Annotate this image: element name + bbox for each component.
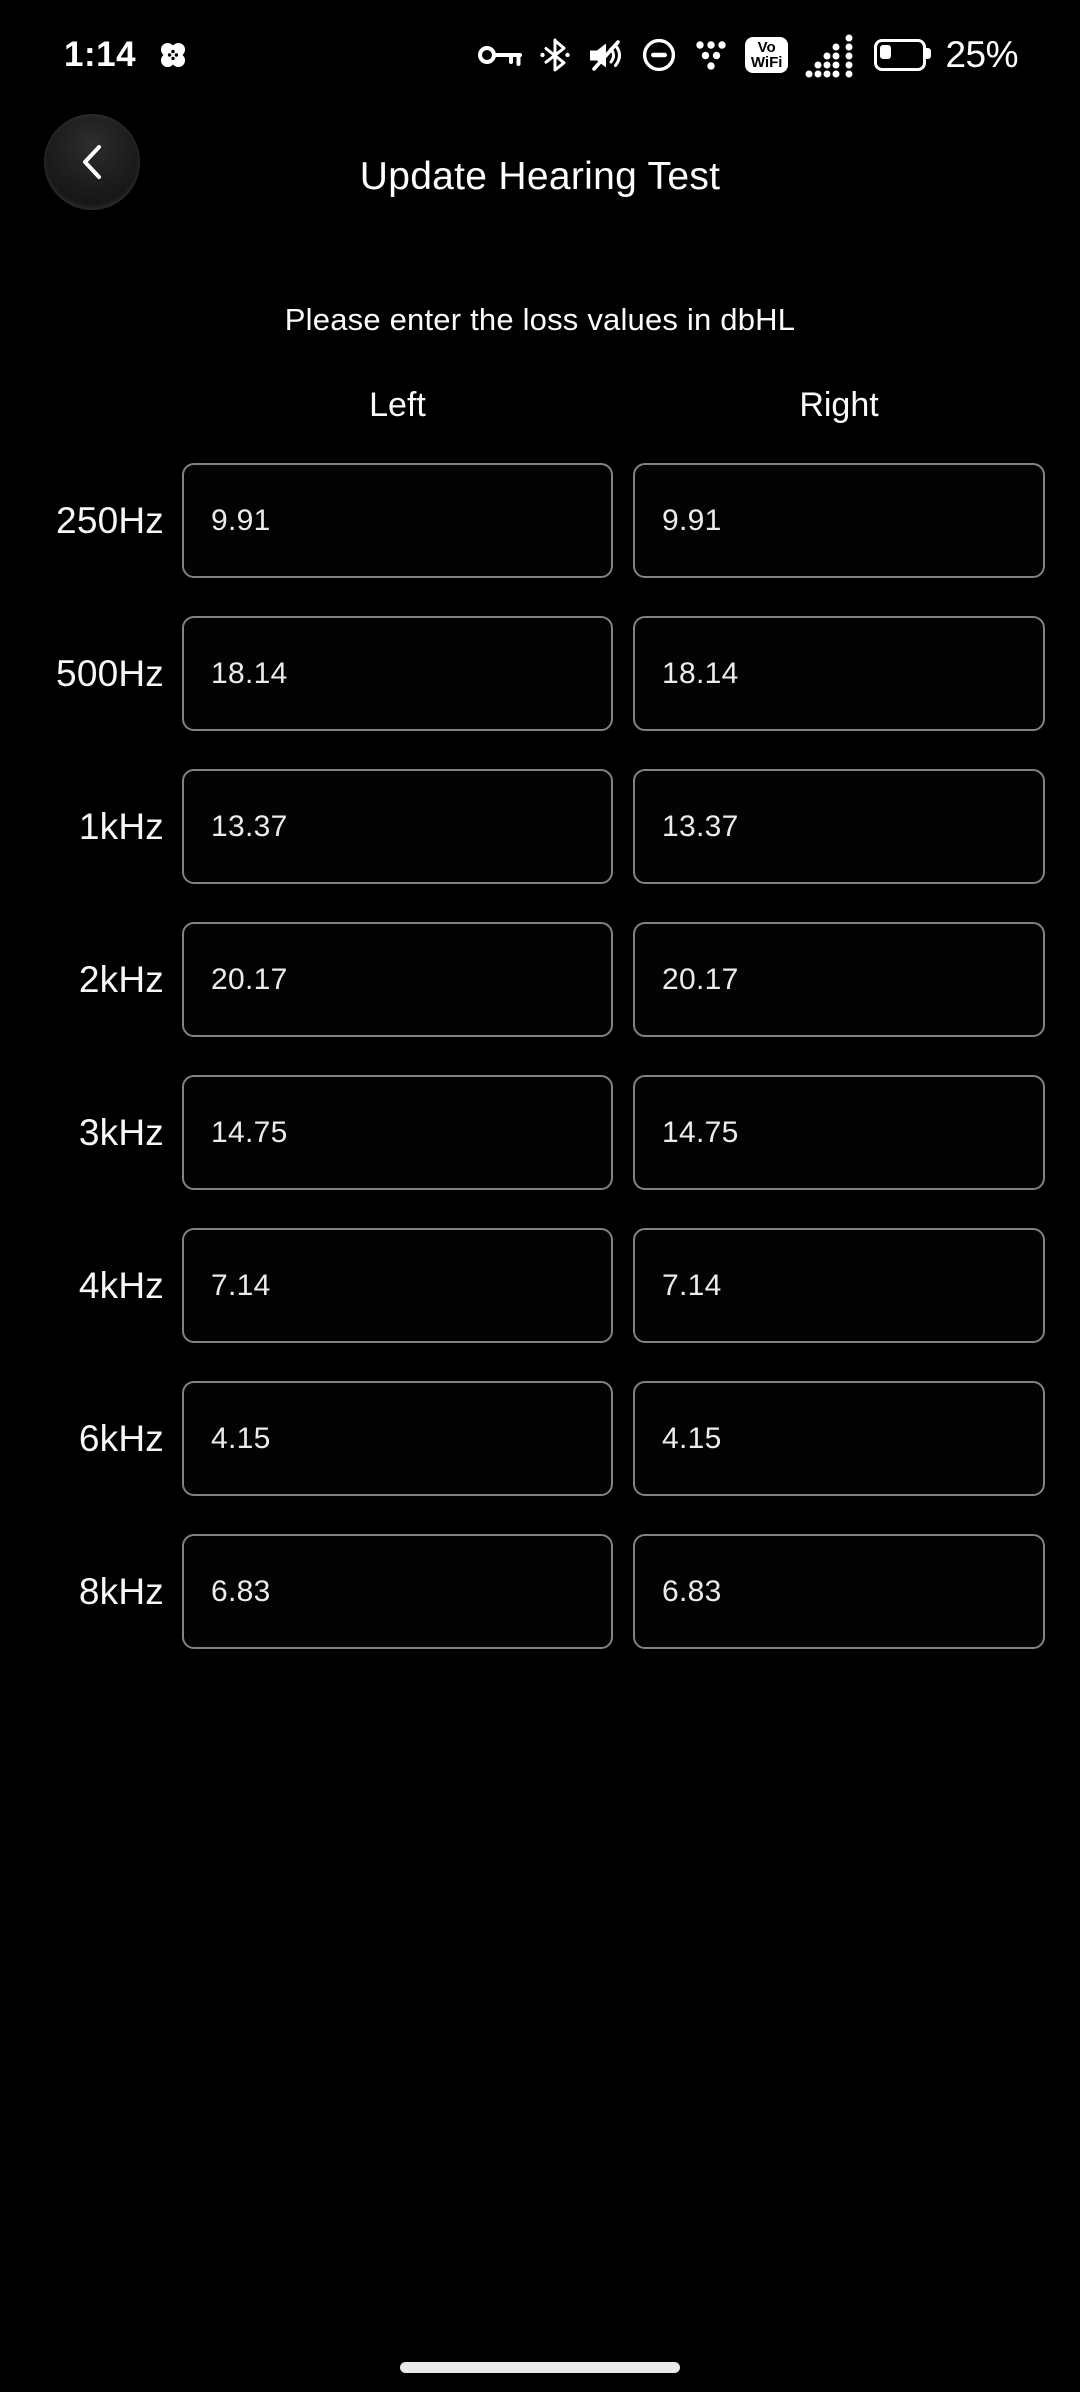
frequency-row: 6kHz <box>0 1381 1045 1496</box>
status-bar-right: Vo WiFi 25% <box>477 32 1018 78</box>
left-loss-input[interactable] <box>182 769 613 884</box>
frequency-label: 2kHz <box>78 958 164 1000</box>
vowifi-top-label: Vo <box>757 39 776 56</box>
battery-fill <box>880 45 892 59</box>
left-loss-input[interactable] <box>182 1075 613 1190</box>
frequency-row: 250Hz <box>0 463 1045 578</box>
clock: 1:14 <box>64 35 137 74</box>
frequency-label: 8kHz <box>78 1570 164 1612</box>
column-header-gap <box>613 381 633 430</box>
right-loss-input[interactable] <box>633 1075 1045 1190</box>
dots-triangle-icon <box>696 40 726 70</box>
rows: 250Hz 500Hz 1kHz 2kHz 3kHz <box>0 463 1045 1687</box>
right-loss-input[interactable] <box>633 1381 1045 1496</box>
left-loss-input[interactable] <box>182 463 613 578</box>
status-bar: 1:14 <box>0 0 1080 100</box>
frequency-row: 4kHz <box>0 1228 1045 1343</box>
volume-muted-icon <box>589 39 621 71</box>
column-header-left: Left <box>369 386 426 424</box>
frequency-row: 2kHz <box>0 922 1045 1037</box>
left-loss-input[interactable] <box>182 1381 613 1496</box>
column-header-spacer <box>0 381 182 430</box>
right-loss-input[interactable] <box>633 1534 1045 1649</box>
left-loss-input[interactable] <box>182 922 613 1037</box>
column-headers: Left Right <box>0 381 1045 430</box>
frequency-label: 3kHz <box>78 1111 164 1153</box>
instruction-text: Please enter the loss values in dbHL <box>284 302 796 337</box>
battery-percent: 25% <box>945 34 1018 75</box>
right-loss-input[interactable] <box>633 463 1045 578</box>
left-loss-input[interactable] <box>182 1534 613 1649</box>
bluetooth-icon <box>540 38 570 72</box>
left-loss-input[interactable] <box>182 1228 613 1343</box>
frequency-row: 3kHz <box>0 1075 1045 1190</box>
chevron-left-icon <box>83 145 101 179</box>
home-indicator[interactable] <box>400 2362 680 2373</box>
back-button[interactable] <box>44 114 140 210</box>
vowifi-icon: Vo WiFi <box>744 37 789 73</box>
frequency-row: 500Hz <box>0 616 1045 731</box>
column-header-right: Right <box>799 386 879 424</box>
key-icon <box>477 46 522 66</box>
vowifi-bottom-label: WiFi <box>750 54 783 71</box>
battery-icon <box>874 39 932 71</box>
frequency-row: 8kHz <box>0 1534 1045 1649</box>
frequency-label: 250Hz <box>56 499 164 541</box>
frequency-label: 6kHz <box>78 1417 164 1459</box>
frequency-label: 4kHz <box>78 1264 164 1306</box>
left-loss-input[interactable] <box>182 616 613 731</box>
signal-strength-icon <box>805 34 853 78</box>
frequency-row: 1kHz <box>0 769 1045 884</box>
bandage-icon <box>161 42 186 68</box>
status-bar-left: 1:14 <box>64 35 192 75</box>
frequency-label: 1kHz <box>78 805 164 847</box>
page-title: Update Hearing Test <box>359 155 721 198</box>
right-loss-input[interactable] <box>633 922 1045 1037</box>
frequency-label: 500Hz <box>56 652 164 694</box>
right-loss-input[interactable] <box>633 616 1045 731</box>
right-loss-input[interactable] <box>633 1228 1045 1343</box>
do-not-disturb-icon <box>642 38 676 72</box>
right-loss-input[interactable] <box>633 769 1045 884</box>
battery-nub <box>926 48 932 59</box>
